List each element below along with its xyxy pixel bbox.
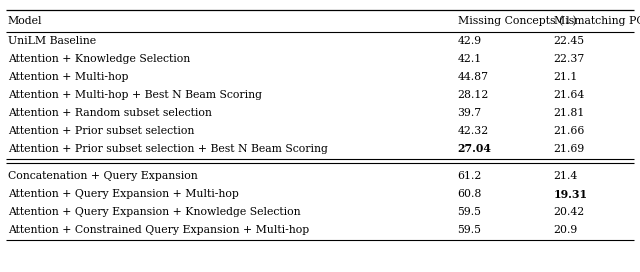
- Text: Model: Model: [8, 16, 42, 26]
- Text: 42.1: 42.1: [458, 54, 482, 64]
- Text: 59.5: 59.5: [458, 207, 481, 217]
- Text: 20.9: 20.9: [554, 225, 578, 235]
- Text: UniLM Baseline: UniLM Baseline: [8, 36, 96, 46]
- Text: 21.69: 21.69: [554, 144, 585, 154]
- Text: 28.12: 28.12: [458, 90, 489, 100]
- Text: Missing Concepts (↓): Missing Concepts (↓): [458, 16, 577, 26]
- Text: 60.8: 60.8: [458, 189, 482, 199]
- Text: Attention + Constrained Query Expansion + Multi-hop: Attention + Constrained Query Expansion …: [8, 225, 309, 235]
- Text: Mismatching POS (↓): Mismatching POS (↓): [554, 16, 640, 26]
- Text: 19.31: 19.31: [554, 188, 588, 199]
- Text: Attention + Random subset selection: Attention + Random subset selection: [8, 108, 212, 118]
- Text: 21.66: 21.66: [554, 126, 585, 136]
- Text: 27.04: 27.04: [458, 144, 492, 154]
- Text: Attention + Query Expansion + Multi-hop: Attention + Query Expansion + Multi-hop: [8, 189, 239, 199]
- Text: 20.42: 20.42: [554, 207, 585, 217]
- Text: 59.5: 59.5: [458, 225, 481, 235]
- Text: 22.37: 22.37: [554, 54, 585, 64]
- Text: 21.1: 21.1: [554, 72, 578, 82]
- Text: Attention + Knowledge Selection: Attention + Knowledge Selection: [8, 54, 190, 64]
- Text: Attention + Prior subset selection: Attention + Prior subset selection: [8, 126, 194, 136]
- Text: 21.64: 21.64: [554, 90, 585, 100]
- Text: 39.7: 39.7: [458, 108, 482, 118]
- Text: 42.32: 42.32: [458, 126, 489, 136]
- Text: 21.4: 21.4: [554, 171, 578, 181]
- Text: 22.45: 22.45: [554, 36, 585, 46]
- Text: Concatenation + Query Expansion: Concatenation + Query Expansion: [8, 171, 197, 181]
- Text: 21.81: 21.81: [554, 108, 585, 118]
- Text: 44.87: 44.87: [458, 72, 488, 82]
- Text: 42.9: 42.9: [458, 36, 482, 46]
- Text: Attention + Prior subset selection + Best N Beam Scoring: Attention + Prior subset selection + Bes…: [8, 144, 328, 154]
- Text: Attention + Multi-hop + Best N Beam Scoring: Attention + Multi-hop + Best N Beam Scor…: [8, 90, 262, 100]
- Text: 61.2: 61.2: [458, 171, 482, 181]
- Text: Attention + Multi-hop: Attention + Multi-hop: [8, 72, 128, 82]
- Text: Attention + Query Expansion + Knowledge Selection: Attention + Query Expansion + Knowledge …: [8, 207, 300, 217]
